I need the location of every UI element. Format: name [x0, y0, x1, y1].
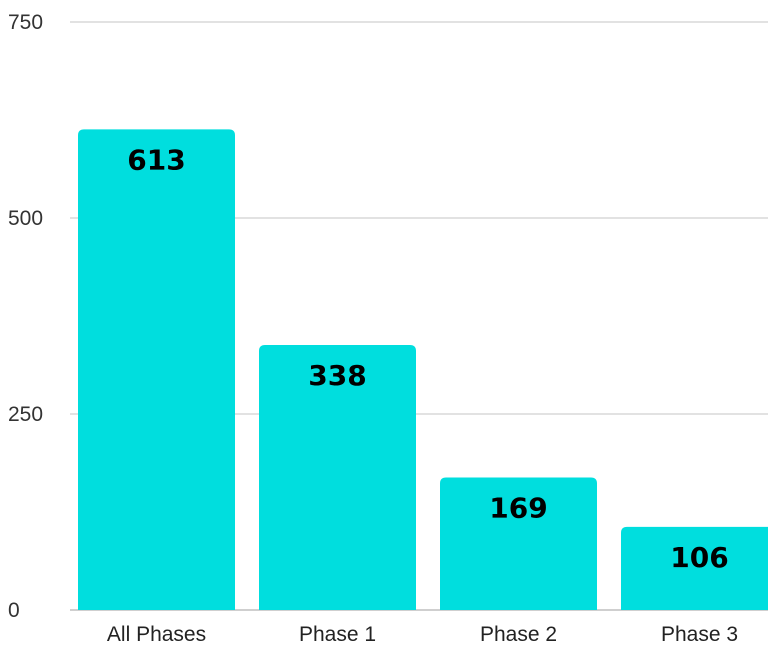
y-tick-label: 0: [8, 599, 20, 622]
bar-phase-1: [259, 345, 416, 610]
data-label: 169: [489, 492, 547, 525]
y-tick-label: 500: [8, 207, 43, 230]
data-label: 338: [308, 359, 366, 392]
y-tick-label: 750: [8, 11, 43, 34]
data-label: 106: [670, 541, 728, 574]
x-category-label: Phase 2: [480, 623, 557, 645]
data-labels: 613 338 169 106: [127, 143, 728, 573]
bar-phase-3: [621, 526, 768, 610]
bars: [78, 129, 768, 610]
y-tick-label: 250: [8, 403, 43, 426]
y-axis-tick-labels: 0 250 500 750: [8, 11, 43, 622]
bar-all-phases: [78, 129, 235, 610]
bar-phase-2: [440, 477, 597, 610]
x-category-label: Phase 1: [299, 623, 376, 645]
x-category-label: Phase 3: [661, 623, 738, 645]
x-axis-category-labels: All Phases Phase 1 Phase 2 Phase 3: [107, 623, 738, 645]
x-category-label: All Phases: [107, 623, 206, 645]
data-label: 613: [127, 143, 185, 176]
